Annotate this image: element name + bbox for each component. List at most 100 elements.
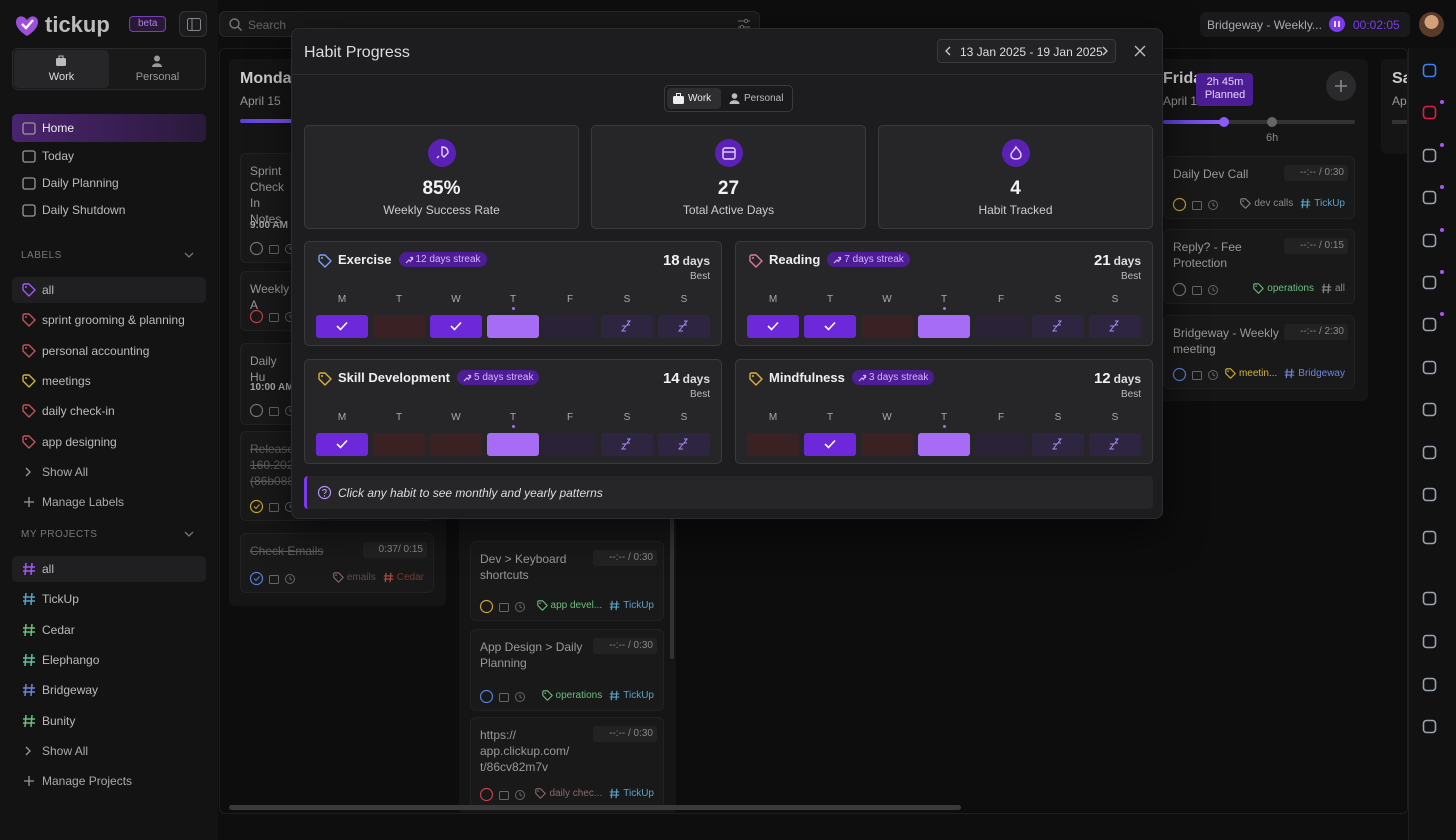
clock-icon (515, 602, 525, 612)
habit-day-cell[interactable] (430, 315, 482, 338)
icon-shape (25, 376, 27, 379)
habit-day-cell[interactable] (601, 315, 653, 338)
tab-icon (729, 93, 740, 104)
habit-day-cell[interactable] (658, 315, 710, 338)
rest-icon (620, 320, 631, 332)
time-range: --:-- / 0:30 (593, 638, 657, 654)
habit-card[interactable]: Skill Development 5 days streak 14 days Best… (304, 359, 722, 464)
habit-day-cell[interactable] (544, 315, 596, 338)
task-card[interactable]: https:// app.clickup.com/ t/86cv82m7v --:… (470, 717, 664, 809)
icon-shape (22, 374, 36, 388)
show-all[interactable]: Show All (12, 459, 206, 485)
day-column: Dev > Keyboard shortcuts --:-- / 0:30 app … (459, 479, 676, 813)
project-name: Bridgeway (42, 683, 99, 698)
label-item[interactable]: all (12, 277, 206, 303)
habit-day-cell[interactable] (601, 433, 653, 456)
check-icon (450, 321, 462, 331)
streak-badge: 12 days streak (398, 252, 487, 267)
icon-shape (25, 467, 31, 477)
habit-day-cell[interactable] (747, 433, 799, 456)
task-card[interactable]: Daily Dev Call --:-- / 0:30 dev calls TickU… (1163, 156, 1355, 219)
task-card[interactable]: Dev > Keyboard shortcuts --:-- / 0:30 app … (470, 541, 664, 621)
icon-shape (323, 495, 326, 497)
task-card[interactable]: Reply? - Fee Protection --:-- / 0:15 opera… (1163, 229, 1355, 304)
habit-card[interactable]: Mindfulness 3 days streak 12 days Best M T W T F S… (735, 359, 1153, 464)
task-card[interactable]: Check Emails 0:37/ 0:15 emails Cedar (240, 533, 434, 593)
habit-card[interactable]: Exercise 12 days streak 18 days Best M T W T F S S (304, 241, 722, 346)
sidebar-toggle[interactable] (179, 11, 207, 37)
icon-shape (289, 576, 293, 581)
label-item[interactable]: daily check-in (12, 398, 206, 424)
task-tag: operations (541, 690, 603, 701)
habit-day-cell[interactable] (918, 433, 970, 456)
habit-day-cell[interactable] (804, 315, 856, 338)
habit-day-cell[interactable] (1032, 433, 1084, 456)
icon-shape (676, 93, 681, 97)
icon-shape (722, 147, 736, 160)
habit-day-cell[interactable] (658, 433, 710, 456)
habit-day-cell[interactable] (861, 433, 913, 456)
modal-tab[interactable]: Work (667, 88, 721, 109)
habit-card[interactable]: Reading 7 days streak 21 days Best M T W T F S S (735, 241, 1153, 346)
habit-day-cell[interactable] (316, 315, 368, 338)
icon-shape (677, 438, 688, 450)
habit-day-cell[interactable] (544, 433, 596, 456)
habit-day-cell[interactable] (316, 433, 368, 456)
habit-day-cell[interactable] (747, 315, 799, 338)
project-item[interactable]: Cedar (12, 617, 206, 643)
nav-item[interactable]: Today (12, 142, 206, 170)
workspace-tab[interactable]: Personal (110, 50, 205, 88)
habit-day-cell[interactable] (1032, 315, 1084, 338)
next-week[interactable] (1098, 43, 1112, 59)
habit-day-cell[interactable] (373, 433, 425, 456)
close-button[interactable] (1132, 43, 1148, 59)
project-item[interactable]: Elephango (12, 647, 206, 673)
prev-week[interactable] (942, 43, 956, 59)
nav-item[interactable]: Daily Shutdown (12, 196, 206, 224)
notification-dot (1440, 185, 1444, 189)
project-item[interactable]: TickUp (12, 586, 206, 612)
icon-shape (333, 572, 344, 583)
habit-day-cell[interactable] (975, 433, 1027, 456)
icon-shape (1329, 16, 1345, 32)
day-title: Sa (1392, 70, 1407, 87)
streak-badge: 3 days streak (851, 370, 935, 385)
habit-day-cell[interactable] (487, 433, 539, 456)
project-item[interactable]: Bridgeway (12, 677, 206, 703)
icon-shape (25, 316, 27, 319)
label-item[interactable]: personal accounting (12, 338, 206, 364)
manage[interactable]: Manage Labels (12, 489, 206, 515)
habit-day-cell[interactable] (1089, 433, 1141, 456)
habit-day-cell[interactable] (487, 315, 539, 338)
nav-item[interactable]: Home (12, 114, 206, 142)
active-timer[interactable]: Bridgeway - Weekly... 00:02:05 (1200, 12, 1410, 37)
time-range-text: --:-- / 0:30 (1300, 167, 1344, 178)
habit-day-cell[interactable] (430, 433, 482, 456)
icon-shape (1172, 197, 1187, 212)
habit-day-cell[interactable] (918, 315, 970, 338)
habit-day-cell[interactable] (975, 315, 1027, 338)
label-item[interactable]: meetings (12, 368, 206, 394)
tag-icon (610, 690, 620, 701)
project-item[interactable]: Bunity (12, 708, 206, 734)
modal-tab[interactable]: Personal (723, 88, 791, 109)
icon-shape (154, 55, 160, 62)
day-date: April 19 (1163, 94, 1204, 108)
project-item[interactable]: all (12, 556, 206, 582)
icon-shape (1422, 445, 1437, 460)
habit-day-cell[interactable] (861, 315, 913, 338)
label-item[interactable]: app designing (12, 429, 206, 455)
habit-day-cell[interactable] (1089, 315, 1141, 338)
status-circle (249, 571, 264, 586)
habit-day-cell[interactable] (373, 315, 425, 338)
label-item[interactable]: sprint grooming & planning (12, 307, 206, 333)
add-task-button[interactable] (1326, 71, 1356, 101)
tag-text: operations (555, 690, 603, 701)
task-card[interactable]: App Design > Daily Planning --:-- / 0:30 o… (470, 629, 664, 711)
habit-day-cell[interactable] (804, 433, 856, 456)
workspace-tab[interactable]: Work (14, 50, 109, 88)
task-card[interactable]: Bridgeway - Weekly meeting --:-- / 2:30 me… (1163, 315, 1355, 389)
manage[interactable]: Manage Projects (12, 768, 206, 794)
nav-item[interactable]: Daily Planning (12, 169, 206, 197)
show-all[interactable]: Show All (12, 738, 206, 764)
